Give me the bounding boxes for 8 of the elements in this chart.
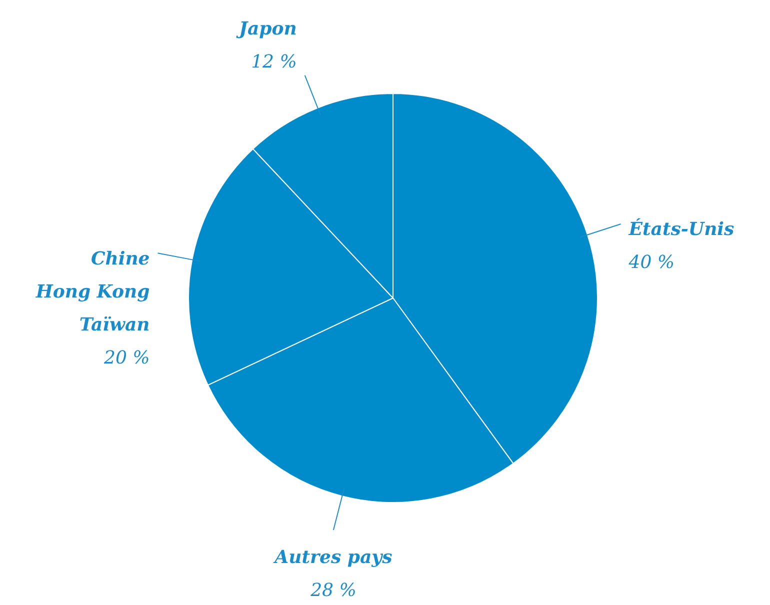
data-label: 40 %	[628, 252, 675, 274]
slice-label: Japon	[236, 18, 297, 40]
slice-label: États-Unis	[628, 218, 734, 240]
data-label: 28 %	[310, 580, 356, 602]
data-label: 12 %	[251, 51, 297, 72]
data-label: 20 %	[103, 347, 150, 368]
slice-label: Autres pays	[272, 547, 392, 568]
slice-label: Chine Hong Kong Taïwan	[34, 248, 150, 336]
